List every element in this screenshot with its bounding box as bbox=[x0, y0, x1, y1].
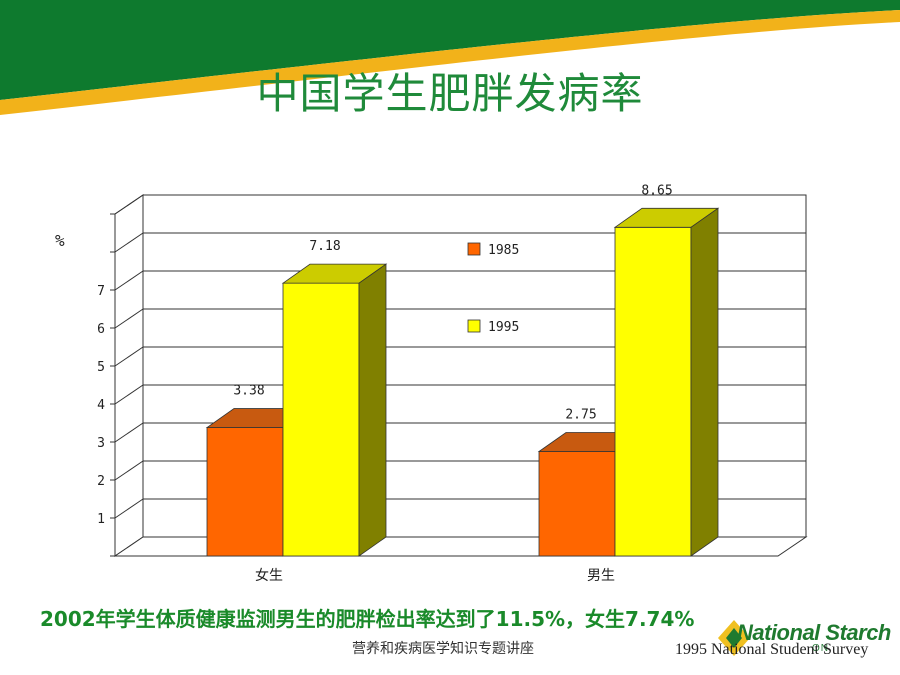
bar-1995-female bbox=[281, 263, 388, 557]
gridline-side bbox=[114, 422, 144, 443]
gridline-side bbox=[114, 308, 144, 329]
data-label: 8.65 bbox=[641, 183, 672, 198]
header-banner bbox=[0, 0, 900, 115]
gridline-side bbox=[114, 498, 144, 519]
y-unit-label: % bbox=[55, 231, 65, 250]
national-starch-logo-icon bbox=[718, 620, 750, 656]
data-label: 2.75 bbox=[565, 408, 596, 423]
legend-swatch-1985 bbox=[467, 242, 481, 256]
bar-front bbox=[614, 226, 692, 557]
y-tick-label: 7 bbox=[97, 284, 105, 299]
source-note: 1995 National Student Survey bbox=[675, 641, 869, 658]
gridline-side bbox=[114, 384, 144, 405]
legend-swatch-1995 bbox=[467, 319, 481, 333]
footnote-text: 2002年学生体质健康监测男生的肥胖检出率达到了11.5%，女生7.74% bbox=[40, 607, 695, 631]
y-tick-label: 1 bbox=[97, 512, 105, 527]
legend-label-1985: 1985 bbox=[488, 243, 519, 258]
bar-1995-male bbox=[613, 207, 720, 557]
y-tick-label: 2 bbox=[97, 474, 105, 489]
slide-title: 中国学生肥胖发病率 bbox=[256, 69, 644, 118]
gridline-side bbox=[114, 194, 144, 215]
bar-side bbox=[690, 207, 719, 557]
bar-front bbox=[206, 427, 284, 557]
y-tick-label: 5 bbox=[97, 360, 105, 375]
legend-label-1995: 1995 bbox=[488, 320, 519, 335]
bar-side bbox=[358, 263, 387, 557]
gridline-side bbox=[114, 460, 144, 481]
bar-front bbox=[538, 451, 616, 557]
data-label: 7.18 bbox=[309, 239, 340, 254]
data-label: 3.38 bbox=[233, 384, 264, 399]
category-label-female: 女生 bbox=[255, 567, 283, 584]
gridline-side bbox=[114, 346, 144, 367]
y-tick-label: 4 bbox=[97, 398, 105, 413]
y-tick-label: 3 bbox=[97, 436, 105, 451]
y-tick-label: 6 bbox=[97, 322, 105, 337]
gridline-side bbox=[114, 270, 144, 291]
category-label-male: 男生 bbox=[587, 568, 615, 584]
lecture-title: 营养和疾病医学知识专题讲座 bbox=[352, 641, 534, 657]
bar-front bbox=[282, 282, 360, 557]
logo-subtext: ON bbox=[812, 643, 829, 654]
gridline-side bbox=[114, 232, 144, 253]
logo-text: National Starch bbox=[737, 620, 891, 645]
